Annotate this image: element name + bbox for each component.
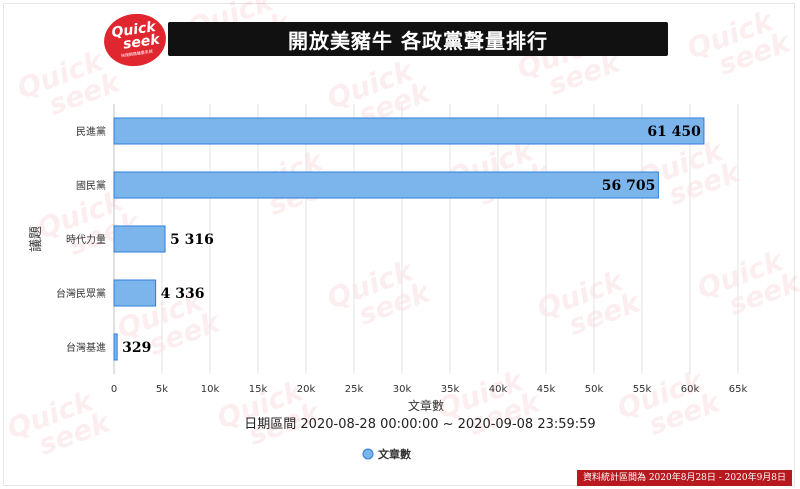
legend-marker (362, 448, 374, 460)
page-border (3, 3, 795, 486)
y-category-label: 時代力量 (66, 233, 106, 246)
y-category-label: 台灣基進 (66, 341, 106, 354)
x-tick-label: 50k (585, 384, 604, 395)
y-category-label: 台灣民眾黨 (56, 287, 106, 300)
bar-value-label: 4 336 (161, 286, 205, 302)
legend-label: 文章數 (378, 447, 411, 461)
x-tick-label: 30k (393, 384, 412, 395)
bar-value-label: 5 316 (170, 232, 214, 248)
date-range-subtitle: 日期區間 2020-08-28 00:00:00 ~ 2020-09-08 23… (244, 417, 595, 432)
bar (113, 333, 118, 361)
date-range-banner: 資料統計區間為 2020年8月28日 - 2020年9月8日 (577, 470, 792, 486)
x-tick-label: 10k (201, 384, 220, 395)
title-bar: 開放美豬牛 各政黨聲量排行 (168, 22, 668, 56)
bar (113, 171, 659, 199)
bar (113, 279, 157, 307)
x-tick-label: 55k (633, 384, 652, 395)
x-axis-title: 文章數 (408, 398, 444, 413)
bar (113, 117, 705, 145)
y-category-label: 民進黨 (76, 125, 106, 138)
y-category-label: 國民黨 (76, 179, 106, 192)
x-tick-label: 45k (537, 384, 556, 395)
x-tick-label: 60k (681, 384, 700, 395)
y-axis-title: 議題 (29, 226, 44, 252)
bar-value-label: 61 450 (647, 124, 701, 140)
x-tick-label: 20k (297, 384, 316, 395)
bar (113, 225, 166, 253)
x-tick-label: 40k (489, 384, 508, 395)
x-tick-label: 5k (156, 384, 168, 395)
x-tick-label: 15k (249, 384, 268, 395)
x-tick-label: 0 (111, 384, 117, 395)
x-tick-label: 65k (729, 384, 748, 395)
page-title: 開放美豬牛 各政黨聲量排行 (288, 28, 548, 53)
bar-value-label: 329 (122, 340, 151, 356)
x-tick-label: 35k (441, 384, 460, 395)
x-tick-label: 25k (345, 384, 364, 395)
bar-value-label: 56 705 (602, 178, 656, 194)
